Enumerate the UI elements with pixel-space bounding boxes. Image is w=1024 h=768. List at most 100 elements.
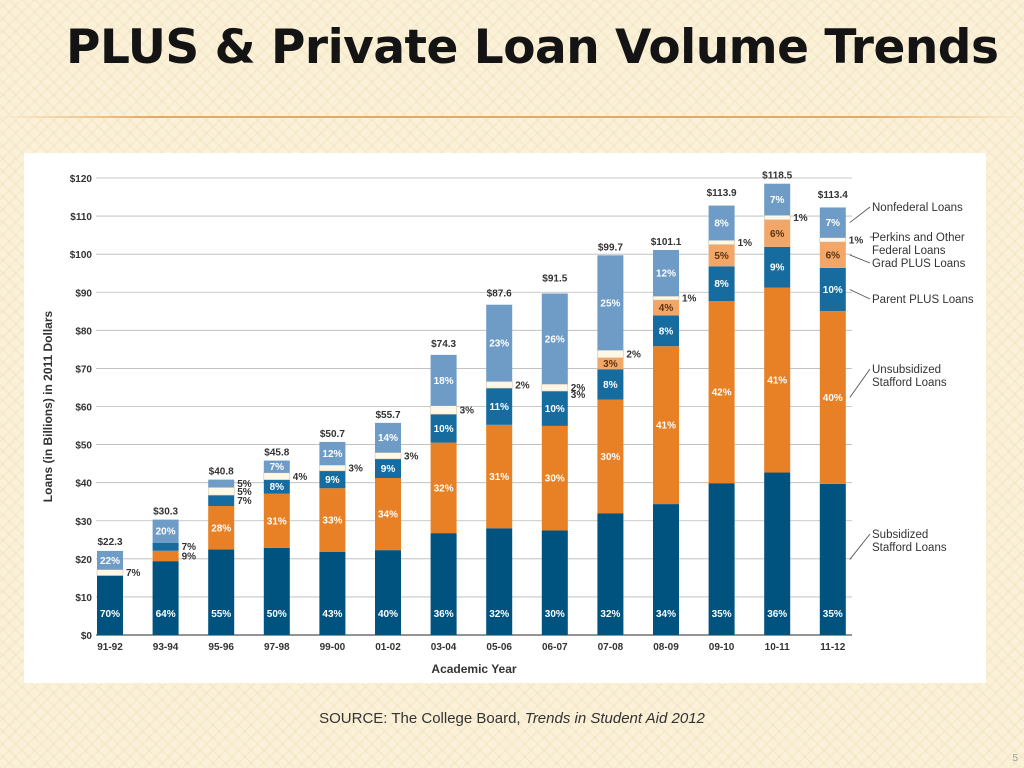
bar-data-label: 36% [767, 609, 787, 620]
bar-data-label: 8% [603, 380, 618, 391]
bar-data-label: 18% [434, 376, 454, 387]
source-title: Trends in Student Aid 2012 [524, 710, 705, 727]
bar-data-label: 32% [434, 483, 454, 494]
bar-segment [653, 315, 679, 347]
legend-leader-line [849, 289, 871, 300]
legend-label-line2: Stafford Loans [872, 377, 947, 389]
bar-segment [597, 349, 624, 359]
bar-segment [152, 550, 179, 562]
bar-total-label: $91.5 [542, 274, 567, 285]
bar-segment [708, 300, 735, 484]
y-tick-label: $0 [81, 631, 93, 642]
bar-segment [541, 383, 569, 392]
bar-segment [375, 422, 401, 453]
legend-label: Unsubsidized [872, 364, 941, 376]
source-prefix: SOURCE: The College Board, [319, 710, 525, 727]
x-tick-label: 91-92 [97, 642, 123, 653]
x-tick-label: 93-94 [153, 642, 179, 653]
bar-total-label: $40.8 [209, 467, 234, 478]
bar-segment [819, 483, 846, 635]
y-tick-label: $100 [70, 250, 93, 261]
bar-data-label: 10% [823, 285, 843, 296]
bar-segment [541, 293, 568, 385]
legend-label: Nonfederal Loans [872, 202, 963, 214]
bar-data-label: 1% [793, 213, 808, 224]
bar-segment [486, 304, 513, 382]
bar-data-label: 9% [325, 475, 340, 486]
bar-segment [486, 528, 513, 635]
bar-segment [263, 472, 291, 481]
bar-segment [97, 550, 123, 570]
bar-segment [96, 569, 124, 576]
legend-label-line2: Stafford Loans [872, 542, 947, 554]
bar-segment [486, 388, 513, 425]
bar-data-label: 3% [404, 451, 419, 462]
bar-segment [430, 414, 457, 443]
bar-total-label: $113.4 [818, 190, 848, 201]
y-tick-label: $40 [75, 479, 92, 490]
x-axis-label: Academic Year [431, 662, 517, 676]
x-tick-label: 95-96 [208, 642, 234, 653]
bar-data-label: 50% [267, 609, 287, 620]
bar-segment [208, 506, 235, 550]
bar-segment [152, 519, 179, 543]
bar-data-label: 30% [600, 452, 620, 463]
x-tick-label: 08-09 [653, 642, 679, 653]
bar-total-label: $87.6 [487, 288, 512, 299]
bar-data-label: 25% [600, 298, 620, 309]
bar-data-label: 7% [126, 568, 141, 579]
bar-data-label: 8% [659, 326, 674, 337]
y-tick-label: $70 [75, 364, 92, 375]
bar-segment [764, 472, 791, 635]
bar-segment [653, 249, 679, 297]
bar-data-label: 12% [656, 269, 676, 280]
y-tick-label: $110 [70, 212, 92, 223]
bar-segment [263, 460, 290, 473]
bar-segment [764, 219, 791, 247]
bar-data-label: 41% [767, 376, 787, 387]
bar-segment [207, 487, 235, 496]
bar-segment [597, 369, 624, 400]
bar-data-label: 6% [826, 250, 841, 261]
bar-total-label: $55.7 [375, 410, 400, 421]
x-tick-label: 11-12 [820, 642, 845, 653]
bar-segment [541, 425, 568, 531]
bar-total-label: $101.1 [651, 237, 682, 248]
bar-segment [597, 513, 624, 635]
legend-label: Subsidized [872, 529, 928, 541]
bar-data-label: 31% [267, 516, 287, 527]
bar-segment [319, 441, 346, 466]
bar-data-label: 30% [545, 609, 565, 620]
y-tick-label: $60 [75, 403, 92, 414]
bar-segment [375, 458, 401, 479]
bar-data-label: 35% [712, 609, 732, 620]
y-tick-label: $80 [75, 326, 92, 337]
bar-data-label: 4% [293, 472, 308, 483]
bar-data-label: 32% [600, 609, 620, 620]
bar-segment [764, 246, 791, 288]
bar-data-label: 8% [714, 279, 729, 290]
bar-data-label: 41% [656, 421, 676, 432]
bar-data-label: 36% [434, 609, 454, 620]
bar-total-label: $113.9 [707, 188, 737, 199]
bar-data-label: 6% [770, 229, 785, 240]
bar-segment [97, 575, 123, 635]
stacked-bar-chart: $0 $10 $20 $30 $40 $50 $60 $70 $80 $90 $100 $110 $12… [41, 171, 974, 676]
y-tick-label: $20 [75, 555, 92, 566]
bar-segment [708, 244, 735, 267]
bar-segment [819, 311, 846, 484]
bar-segment [653, 300, 679, 316]
bar-segment [597, 255, 624, 351]
bar-data-label: 30% [545, 474, 565, 485]
bar-data-label: 22% [100, 556, 120, 567]
bar-segment [263, 479, 290, 494]
y-tick-label: $50 [75, 441, 92, 452]
bar-segment [708, 240, 735, 245]
y-tick-label: $10 [75, 593, 92, 604]
bar-data-label: 14% [378, 433, 398, 444]
bar-segment [763, 215, 791, 221]
bar-segment [152, 561, 179, 635]
bar-data-label: 7% [770, 195, 785, 206]
bar-segment [208, 495, 235, 507]
x-tick-label: 97-98 [264, 642, 290, 653]
